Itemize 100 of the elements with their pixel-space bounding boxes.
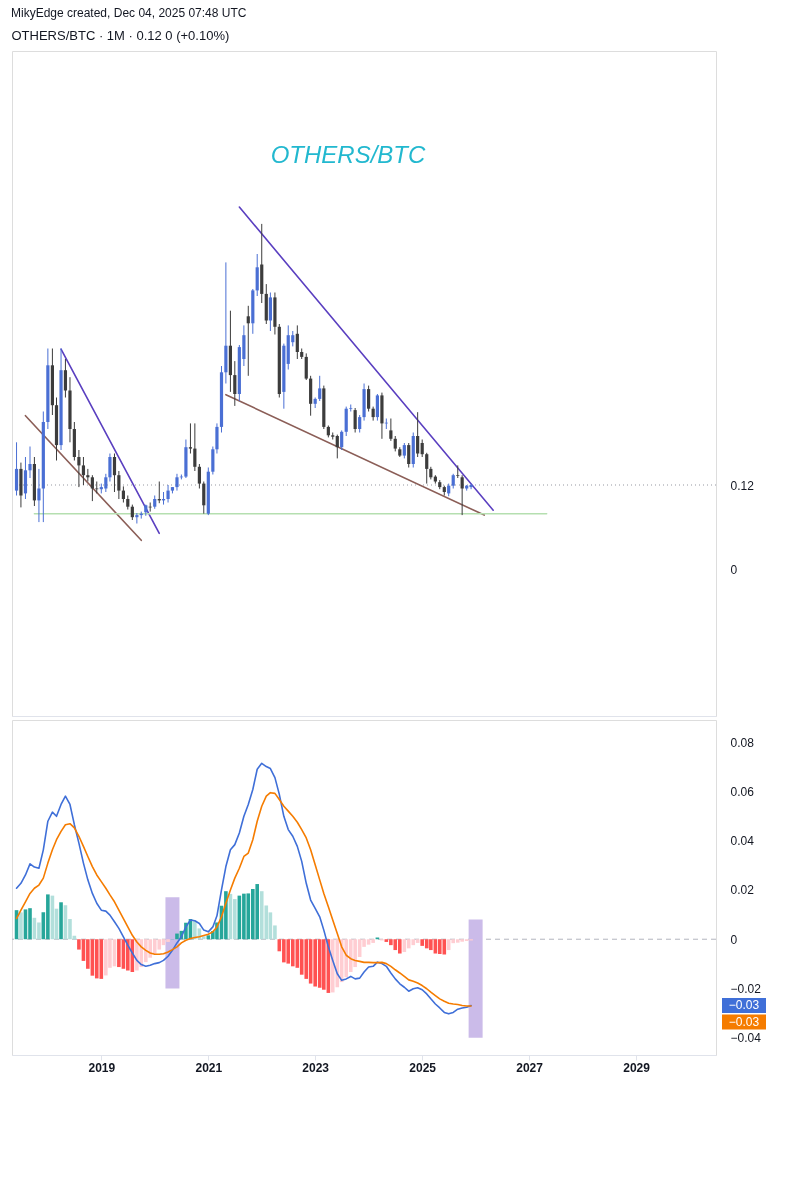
bar (393, 939, 398, 951)
candlestick (469, 483, 473, 490)
candlestick (37, 468, 41, 523)
bar (255, 884, 260, 940)
y-tick-label: 0.04 (730, 834, 755, 849)
candlestick (407, 442, 411, 468)
x-tick-label: 2029 (623, 1060, 651, 1075)
bar (460, 939, 464, 942)
bar (366, 939, 371, 945)
bar (371, 939, 375, 943)
bar (104, 939, 108, 976)
bar (335, 939, 340, 988)
candlestick (117, 470, 121, 500)
chart-title: OTHERS/BTC · 1M · 0.12 0 (+0.10%) (11, 28, 230, 43)
bar (286, 939, 291, 964)
y-tick-label: 0 (730, 932, 738, 947)
bar (165, 897, 180, 989)
candlestick (23, 456, 28, 500)
bar (415, 939, 420, 943)
x-tick-label: 2021 (195, 1060, 223, 1075)
bar (468, 919, 483, 1038)
x-tick-label: 2025 (409, 1060, 437, 1075)
y-tick-label: 0.06 (730, 784, 755, 799)
candlestick (389, 418, 393, 442)
candlestick (188, 422, 193, 454)
candlestick (14, 441, 19, 496)
y-tick-label: 0.08 (730, 735, 755, 750)
candlestick (77, 449, 81, 488)
x-tick-label: 2023 (302, 1060, 330, 1075)
candlestick (460, 474, 464, 516)
candlestick (425, 452, 429, 485)
candlestick (108, 453, 112, 482)
annotation: OTHERS/BTC (270, 141, 426, 168)
bar (59, 902, 63, 940)
y-tick-label: 0.02 (730, 883, 755, 898)
text: −0.03 (728, 1014, 760, 1029)
candlestick (344, 406, 348, 437)
y-tick-label: 0 (730, 562, 738, 577)
candlestick (202, 481, 206, 515)
bar (455, 939, 460, 943)
candlestick (193, 422, 197, 472)
candlestick (233, 360, 237, 407)
bar (330, 939, 335, 993)
candlestick (367, 385, 371, 412)
bar (94, 939, 99, 979)
candlestick (416, 411, 420, 458)
text: MikyEdge created, Dec 04, 2025 07:48 UTC (11, 5, 247, 20)
bar (389, 939, 393, 946)
y-tick-label: 0.12 (730, 478, 755, 493)
bar (175, 933, 179, 940)
bar (353, 939, 357, 968)
bar (429, 939, 433, 951)
candlestick (197, 463, 201, 489)
candlestick (63, 358, 68, 398)
bar (259, 891, 264, 940)
bar (406, 939, 411, 949)
bar (46, 894, 50, 940)
bar (411, 939, 416, 946)
candlestick (28, 446, 32, 479)
candlestick (255, 253, 259, 297)
bar (99, 939, 104, 979)
candlestick (318, 375, 322, 402)
bar (344, 939, 349, 978)
bar (299, 939, 304, 975)
x-tick-label: 2019 (88, 1060, 116, 1075)
bar (166, 939, 170, 942)
bar (290, 939, 295, 967)
candlestick (112, 453, 117, 493)
bar (437, 939, 442, 955)
candlestick (456, 464, 460, 479)
y-tick-label: −0.04 (730, 1031, 762, 1046)
candlestick (166, 484, 170, 503)
candlestick (90, 474, 94, 502)
bar (322, 939, 326, 990)
bar (424, 939, 429, 949)
candlestick (268, 292, 272, 332)
candlestick (304, 352, 308, 381)
bar (19, 912, 23, 940)
bar (28, 908, 32, 940)
y-tick-label: −0.02 (730, 981, 762, 996)
candlestick (246, 305, 250, 377)
candlestick (104, 473, 108, 493)
bar (246, 893, 251, 940)
bar (242, 893, 246, 940)
bar (442, 939, 447, 955)
bar (397, 939, 402, 954)
candlestick (353, 407, 357, 433)
bar (117, 939, 121, 968)
text: −0.03 (728, 998, 760, 1013)
bar (282, 939, 286, 963)
bar (317, 939, 322, 988)
bar (37, 922, 41, 940)
candlestick (295, 324, 299, 360)
bar (126, 939, 130, 971)
candlestick (81, 456, 86, 486)
candlestick (375, 393, 379, 422)
x-tick-label: 2027 (516, 1060, 544, 1075)
bar (157, 939, 162, 950)
candlestick (340, 429, 344, 451)
bar (384, 939, 389, 942)
